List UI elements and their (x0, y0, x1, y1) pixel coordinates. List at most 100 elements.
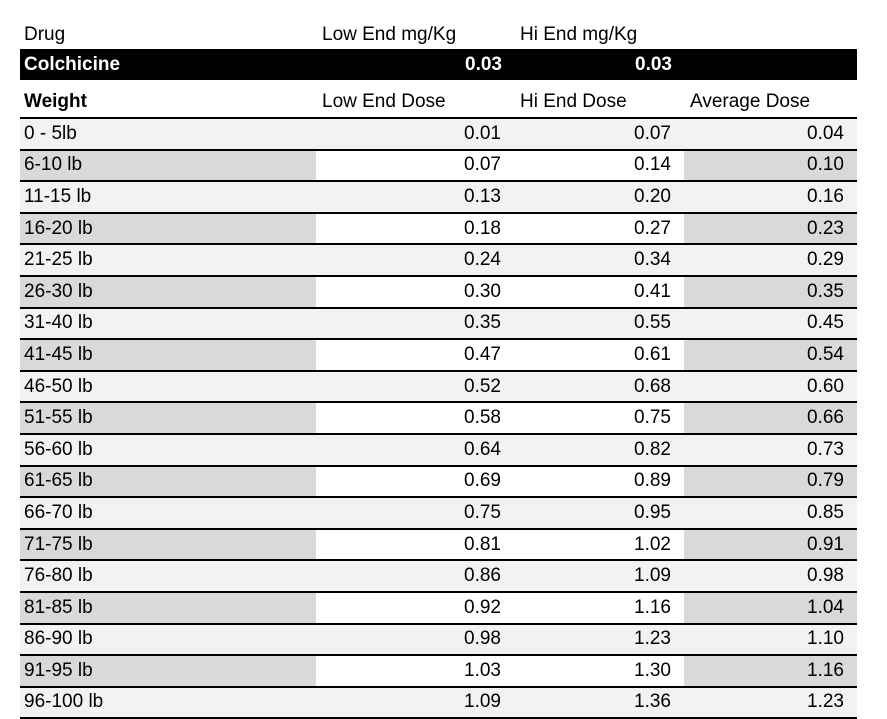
average-dose-cell: 0.45 (684, 307, 857, 341)
dose-row: 96-100 lb 1.09 1.36 1.23 (20, 686, 857, 719)
low-end-dose-cell: 0.92 (316, 591, 514, 625)
weight-cell: 91-95 lb (20, 655, 316, 688)
dose-row: 31-40 lb 0.35 0.55 0.45 (20, 307, 857, 341)
dose-row: 11-15 lb 0.13 0.20 0.16 (20, 181, 857, 214)
hi-end-dose-cell: 0.27 (514, 212, 684, 246)
hi-end-dose-cell: 0.82 (514, 433, 684, 467)
table-header-section: Drug Low End mg/Kg Hi End mg/Kg Colchici… (20, 20, 857, 119)
dose-row: 61-65 lb 0.69 0.89 0.79 (20, 465, 857, 499)
low-end-dose-cell: 0.35 (316, 307, 514, 341)
drug-header-row: Drug Low End mg/Kg Hi End mg/Kg (20, 20, 857, 49)
weight-cell: 46-50 lb (20, 370, 316, 404)
average-dose-cell: 1.23 (684, 686, 857, 719)
weight-cell: 86-90 lb (20, 623, 316, 657)
dose-row: 26-30 lb 0.30 0.41 0.35 (20, 275, 857, 309)
weight-cell: 6-10 lb (20, 149, 316, 183)
weight-cell: 16-20 lb (20, 212, 316, 246)
drug-banner-row: Colchicine 0.03 0.03 (20, 49, 857, 80)
hi-end-dose-cell: 0.20 (514, 181, 684, 214)
dose-table-body: 0 - 5lb 0.01 0.07 0.04 6-10 lb 0.07 0.14 0.10 11… (20, 118, 857, 719)
low-end-dose-cell: 0.69 (316, 465, 514, 499)
drug-column-header: Drug (20, 20, 316, 49)
low-end-dose-cell: 0.58 (316, 402, 514, 435)
weight-cell: 96-100 lb (20, 686, 316, 719)
hi-end-dose-cell: 0.68 (514, 370, 684, 404)
weight-cell: 41-45 lb (20, 339, 316, 372)
low-end-dose-cell: 0.52 (316, 370, 514, 404)
dosing-sheet: Drug Low End mg/Kg Hi End mg/Kg Colchici… (20, 20, 857, 719)
low-end-dose-cell: 1.09 (316, 686, 514, 719)
average-dose-cell: 1.16 (684, 655, 857, 688)
low-end-dose-cell: 0.07 (316, 149, 514, 183)
hi-end-dose-cell: 1.02 (514, 528, 684, 562)
low-end-dose-cell: 0.13 (316, 181, 514, 214)
hi-end-dose-cell: 1.23 (514, 623, 684, 657)
average-dose-cell: 0.98 (684, 560, 857, 593)
average-dose-cell: 0.16 (684, 181, 857, 214)
average-dose-cell: 0.35 (684, 275, 857, 309)
low-end-dose-column-header: Low End Dose (316, 86, 514, 119)
average-dose-cell: 0.23 (684, 212, 857, 246)
weight-cell: 56-60 lb (20, 433, 316, 467)
average-dose-cell: 1.04 (684, 591, 857, 625)
dose-row: 86-90 lb 0.98 1.23 1.10 (20, 623, 857, 657)
low-end-dose-cell: 0.86 (316, 560, 514, 593)
dose-row: 6-10 lb 0.07 0.14 0.10 (20, 149, 857, 183)
dose-row: 16-20 lb 0.18 0.27 0.23 (20, 212, 857, 246)
drug-name: Colchicine (20, 49, 316, 80)
weight-cell: 66-70 lb (20, 497, 316, 530)
hi-end-dose-cell: 1.36 (514, 686, 684, 719)
dose-row: 41-45 lb 0.47 0.61 0.54 (20, 339, 857, 372)
average-dose-cell: 0.85 (684, 497, 857, 530)
average-dose-cell: 1.10 (684, 623, 857, 657)
weight-cell: 76-80 lb (20, 560, 316, 593)
weight-cell: 11-15 lb (20, 181, 316, 214)
low-end-dose-cell: 0.01 (316, 118, 514, 151)
weight-cell: 51-55 lb (20, 402, 316, 435)
low-end-dose-cell: 0.47 (316, 339, 514, 372)
average-dose-cell: 0.79 (684, 465, 857, 499)
dose-header-row: Weight Low End Dose Hi End Dose Average … (20, 86, 857, 119)
low-end-dose-cell: 0.18 (316, 212, 514, 246)
colchicine-dose-table: Drug Low End mg/Kg Hi End mg/Kg Colchici… (20, 20, 857, 719)
average-dose-cell: 0.29 (684, 244, 857, 277)
hi-end-dose-cell: 0.34 (514, 244, 684, 277)
empty-header-cell (684, 20, 857, 49)
low-end-dose-cell: 0.30 (316, 275, 514, 309)
low-end-dose-cell: 0.98 (316, 623, 514, 657)
low-end-dose-cell: 0.24 (316, 244, 514, 277)
hi-end-dose-cell: 0.95 (514, 497, 684, 530)
hi-end-mgkg-column-header: Hi End mg/Kg (514, 20, 684, 49)
hi-end-dose-cell: 0.75 (514, 402, 684, 435)
hi-end-dose-cell: 0.41 (514, 275, 684, 309)
dose-row: 76-80 lb 0.86 1.09 0.98 (20, 560, 857, 593)
drug-low-end-mgkg-value: 0.03 (316, 49, 514, 80)
average-dose-cell: 0.04 (684, 118, 857, 151)
average-dose-cell: 0.66 (684, 402, 857, 435)
weight-cell: 71-75 lb (20, 528, 316, 562)
weight-cell: 31-40 lb (20, 307, 316, 341)
average-dose-cell: 0.91 (684, 528, 857, 562)
hi-end-dose-cell: 1.09 (514, 560, 684, 593)
weight-cell: 21-25 lb (20, 244, 316, 277)
dose-row: 0 - 5lb 0.01 0.07 0.04 (20, 118, 857, 151)
empty-banner-cell (684, 49, 857, 80)
average-dose-cell: 0.73 (684, 433, 857, 467)
dose-row: 56-60 lb 0.64 0.82 0.73 (20, 433, 857, 467)
hi-end-dose-cell: 0.89 (514, 465, 684, 499)
average-dose-cell: 0.60 (684, 370, 857, 404)
dose-row: 66-70 lb 0.75 0.95 0.85 (20, 497, 857, 530)
low-end-dose-cell: 0.75 (316, 497, 514, 530)
weight-cell: 61-65 lb (20, 465, 316, 499)
weight-column-header: Weight (20, 86, 316, 119)
dose-row: 21-25 lb 0.24 0.34 0.29 (20, 244, 857, 277)
low-end-dose-cell: 0.81 (316, 528, 514, 562)
weight-cell: 81-85 lb (20, 591, 316, 625)
hi-end-dose-cell: 0.61 (514, 339, 684, 372)
hi-end-dose-cell: 0.55 (514, 307, 684, 341)
hi-end-dose-cell: 0.14 (514, 149, 684, 183)
low-end-dose-cell: 1.03 (316, 655, 514, 688)
banner-gap-row (20, 80, 857, 86)
weight-cell: 0 - 5lb (20, 118, 316, 151)
average-dose-column-header: Average Dose (684, 86, 857, 119)
